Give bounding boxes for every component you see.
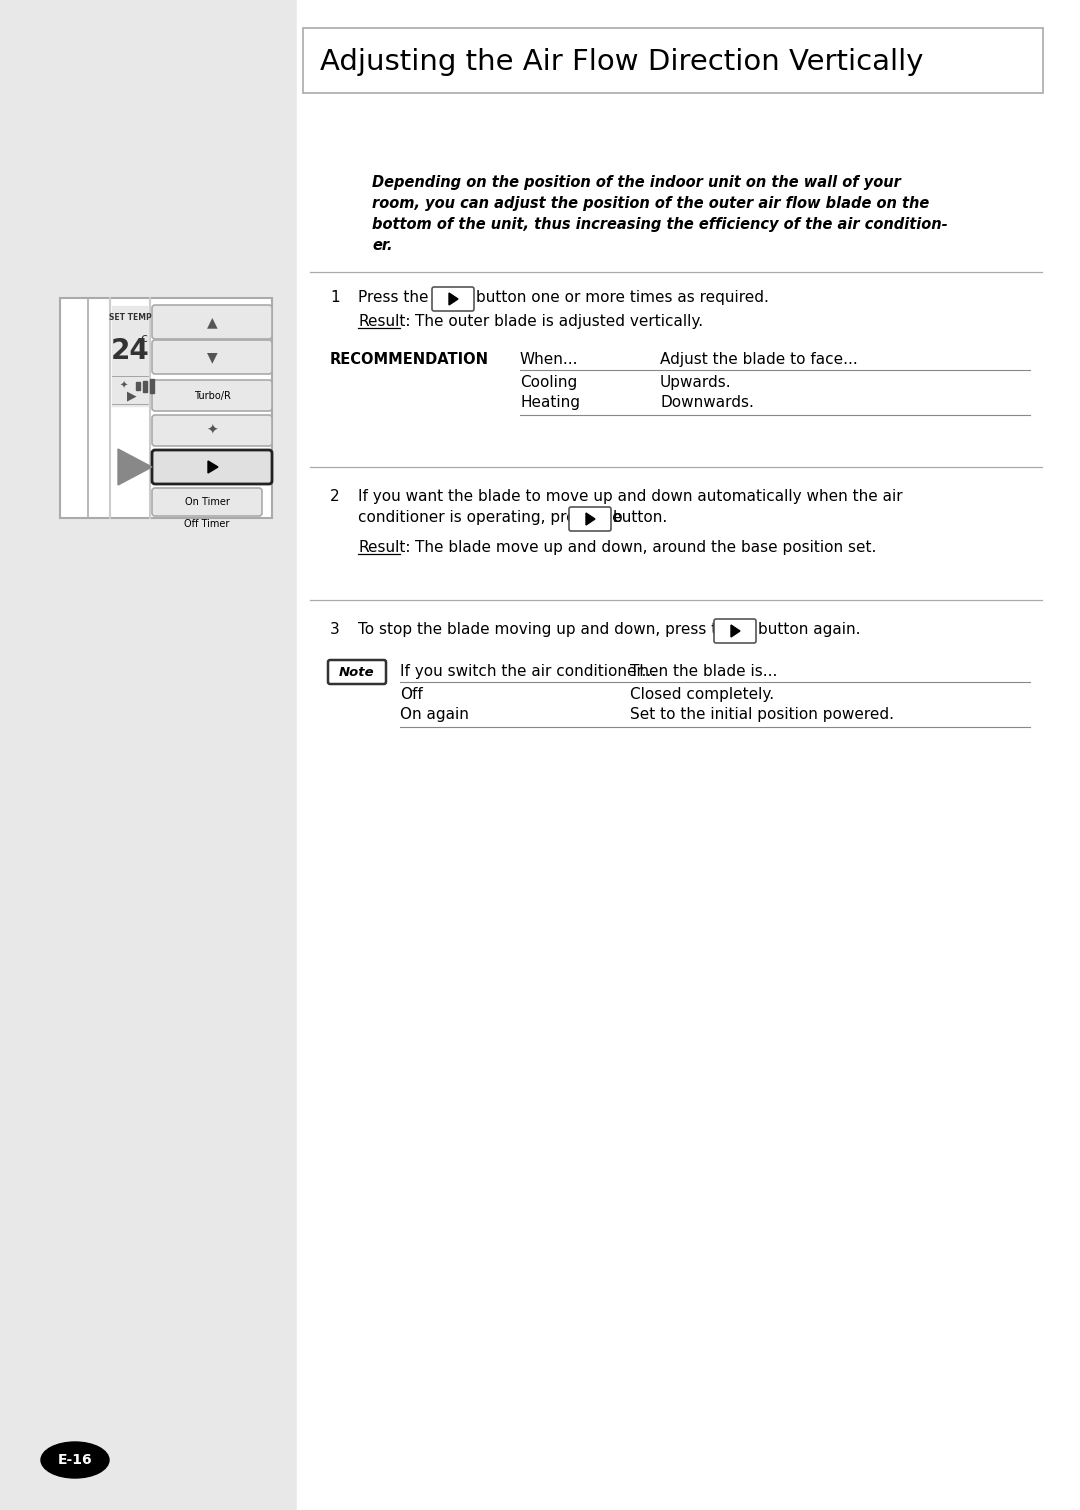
Text: ✦: ✦ [206,423,218,438]
Bar [112,307,148,406]
FancyBboxPatch shape [152,305,272,340]
Text: On again: On again [400,707,469,722]
Text: RECOMMENDATION: RECOMMENDATION [330,352,489,367]
Text: 3: 3 [330,622,340,637]
Polygon shape [208,461,218,473]
Bar [0,0,297,1510]
Text: 24: 24 [110,337,149,365]
Bar [297,0,1080,1510]
Text: ▶: ▶ [127,390,137,403]
Text: Cooling: Cooling [519,374,577,390]
Text: conditioner is operating, press the: conditioner is operating, press the [357,510,622,525]
Text: If you switch the air conditioner...: If you switch the air conditioner... [400,664,657,680]
Text: c: c [140,332,148,344]
FancyBboxPatch shape [152,415,272,445]
Text: button.: button. [613,510,669,525]
FancyBboxPatch shape [303,29,1043,94]
Text: Note: Note [339,666,375,678]
Text: Heating: Heating [519,396,580,411]
Text: Downwards.: Downwards. [660,396,754,411]
Text: button again.: button again. [758,622,861,637]
Text: bottom of the unit, thus increasing the efficiency of the air condition-: bottom of the unit, thus increasing the … [372,217,948,233]
Text: The outer blade is adjusted vertically.: The outer blade is adjusted vertically. [415,314,703,329]
Text: Off: Off [400,687,422,702]
Text: 1: 1 [330,290,339,305]
Text: Off Timer: Off Timer [185,519,230,528]
Polygon shape [449,293,458,305]
Text: E-16: E-16 [57,1453,92,1468]
Text: Adjusting the Air Flow Direction Vertically: Adjusting the Air Flow Direction Vertica… [320,48,923,76]
Text: ▼: ▼ [206,350,217,364]
Polygon shape [118,448,152,485]
FancyBboxPatch shape [152,488,262,516]
Text: If you want the blade to move up and down automatically when the air: If you want the blade to move up and dow… [357,489,903,504]
Text: room, you can adjust the position of the outer air flow blade on the: room, you can adjust the position of the… [372,196,929,211]
Text: Set to the initial position powered.: Set to the initial position powered. [630,707,894,722]
Text: ▲: ▲ [206,316,217,329]
Text: On Timer: On Timer [185,497,229,507]
Text: Turbo/R: Turbo/R [193,391,230,400]
FancyBboxPatch shape [714,619,756,643]
Text: 2: 2 [330,489,339,504]
Text: Closed completely.: Closed completely. [630,687,774,702]
Text: Then the blade is...: Then the blade is... [630,664,778,680]
FancyBboxPatch shape [569,507,611,532]
Text: Depending on the position of the indoor unit on the wall of your: Depending on the position of the indoor … [372,175,901,190]
Text: ✦: ✦ [120,381,129,391]
Text: Upwards.: Upwards. [660,374,731,390]
Text: Result:: Result: [357,314,410,329]
Text: When...: When... [519,352,579,367]
Text: Adjust the blade to face...: Adjust the blade to face... [660,352,858,367]
Text: The blade move up and down, around the base position set.: The blade move up and down, around the b… [415,541,876,556]
Polygon shape [731,625,740,637]
Bar [136,382,140,390]
FancyBboxPatch shape [152,381,272,411]
FancyBboxPatch shape [152,340,272,374]
Ellipse shape [41,1442,109,1478]
FancyBboxPatch shape [152,450,272,485]
Text: SET TEMP: SET TEMP [109,314,151,323]
Text: er.: er. [372,239,392,254]
FancyBboxPatch shape [328,660,386,684]
FancyBboxPatch shape [432,287,474,311]
Text: button one or more times as required.: button one or more times as required. [476,290,769,305]
FancyBboxPatch shape [60,297,272,518]
Text: To stop the blade moving up and down, press the: To stop the blade moving up and down, pr… [357,622,737,637]
Polygon shape [586,513,595,525]
Text: Press the: Press the [357,290,429,305]
Bar [150,379,154,393]
Bar [143,381,147,391]
Text: Result:: Result: [357,541,410,556]
